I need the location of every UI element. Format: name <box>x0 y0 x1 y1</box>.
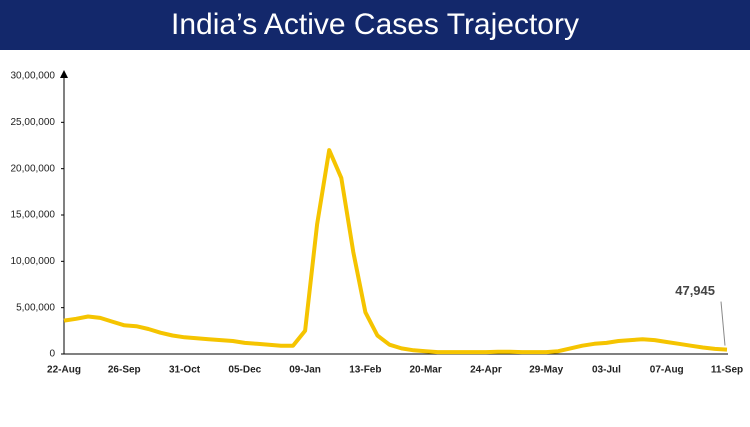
x-tick-label: 20-Mar <box>410 365 442 376</box>
x-tick-label: 26-Sep <box>108 365 141 376</box>
y-tick-label: 30,00,000 <box>11 71 56 82</box>
x-tick-label: 05-Dec <box>228 365 261 376</box>
x-tick-label: 11-Sep <box>711 365 743 376</box>
y-tick-label: 15,00,000 <box>11 210 56 221</box>
x-tick-label: 22-Aug <box>47 365 81 376</box>
x-tick-label: 31-Oct <box>169 365 201 376</box>
chart-title: India’s Active Cases Trajectory <box>171 8 579 41</box>
x-tick-label: 03-Jul <box>592 365 621 376</box>
y-tick-label: 20,00,000 <box>11 163 56 174</box>
y-tick-label: 5,00,000 <box>16 302 55 313</box>
label-leader <box>720 301 726 346</box>
x-tick-label: 24-Apr <box>470 365 502 376</box>
x-tick-label: 07-Aug <box>650 365 684 376</box>
title-bar <box>0 0 750 50</box>
x-tick-label: 09-Jan <box>289 365 321 376</box>
y-tick-label: 0 <box>49 349 55 360</box>
line <box>63 148 728 355</box>
x-tick-label: 29-May <box>529 365 563 376</box>
y-tick-label: 25,00,000 <box>11 117 56 128</box>
y-axis-arrow <box>60 70 68 78</box>
y-tick-label: 10,00,000 <box>11 256 56 267</box>
data-label: 47,945 <box>675 283 715 298</box>
x-tick-label: 13-Feb <box>349 365 381 376</box>
